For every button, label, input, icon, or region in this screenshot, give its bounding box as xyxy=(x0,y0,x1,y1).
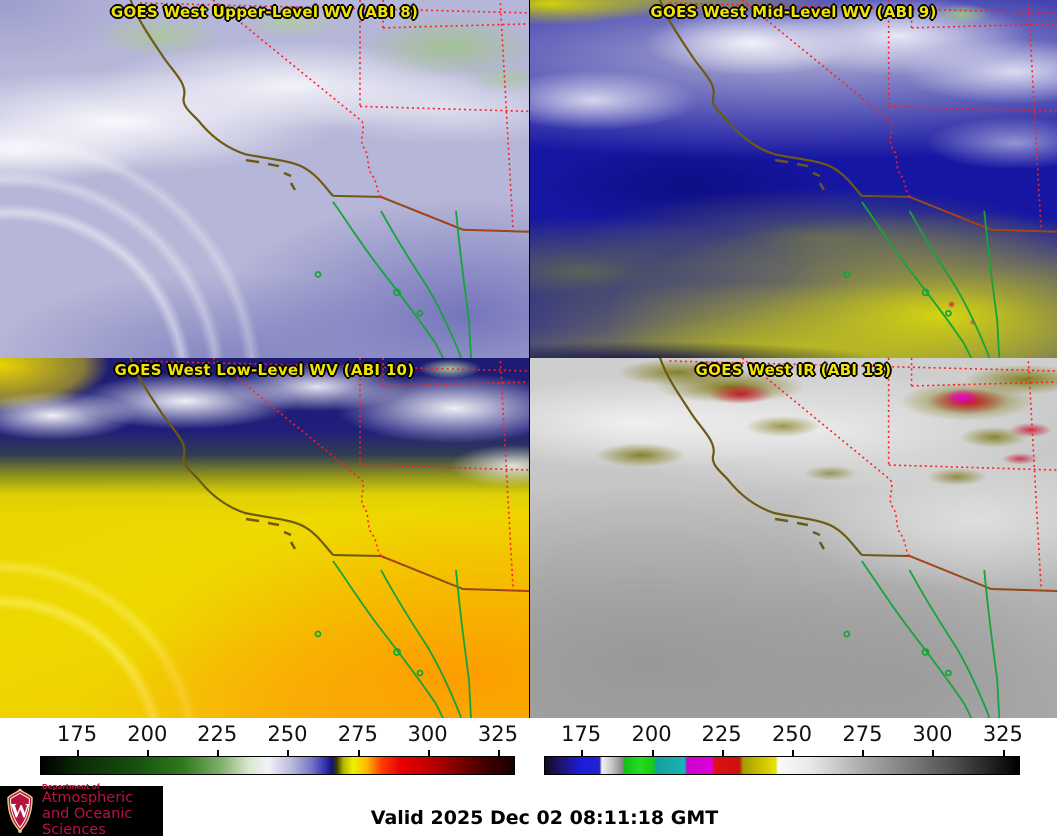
channel-islands xyxy=(774,158,825,191)
state-borders xyxy=(669,358,1057,592)
state-borders xyxy=(139,358,529,592)
logo-atmospheric: Atmospheric xyxy=(42,790,134,807)
tick-label: 175 xyxy=(57,722,98,746)
state-borders-coastline-map xyxy=(129,358,529,718)
tick-label: 275 xyxy=(842,722,883,746)
logo-department-of: Department of xyxy=(42,782,100,791)
logo-text: Department of Atmospheric and Oceanic Sc… xyxy=(42,782,163,836)
footer: W Department of Atmospheric and Oceanic … xyxy=(0,782,1057,836)
panel-mid-level-wv: GOES West Mid-Level WV (ABI 9) xyxy=(529,0,1057,358)
map-overlay xyxy=(530,0,1057,358)
wv-colorbar-ticks xyxy=(40,750,515,756)
panel-title-abi8: GOES West Upper-Level WV (ABI 8) xyxy=(110,3,419,21)
tick-label: 225 xyxy=(701,722,742,746)
state-borders xyxy=(139,0,529,233)
tick-label: 200 xyxy=(631,722,672,746)
panel-ir: GOES West IR (ABI 13) xyxy=(529,358,1057,718)
ir-colorbar-labels: 175 200 225 250 275 300 325 xyxy=(544,722,1023,750)
logo-oceanic-sciences: and Oceanic Sciences xyxy=(42,805,133,836)
uw-monogram: W xyxy=(10,800,30,822)
baja-outline xyxy=(843,560,1001,718)
coastline-california xyxy=(659,358,863,556)
valid-timestamp: Valid 2025 Dec 02 08:11:18 GMT xyxy=(370,807,719,829)
uw-crest-icon: W xyxy=(7,788,33,833)
wv-colorbar-labels: 175 200 225 250 275 300 325 xyxy=(40,722,518,750)
coastline-california xyxy=(659,0,863,197)
state-borders-coastline-map xyxy=(659,0,1057,358)
baja-outline xyxy=(843,201,1001,358)
tick-label: 175 xyxy=(561,722,602,746)
tick-label: 250 xyxy=(267,722,308,746)
coastline-california xyxy=(129,358,334,556)
ir-colorbar: 175 200 225 250 275 300 325 xyxy=(544,722,1023,782)
map-overlay xyxy=(0,358,529,718)
tick-label: 300 xyxy=(912,722,953,746)
ir-colorbar-ticks xyxy=(544,750,1020,756)
us-mexico-border xyxy=(861,194,1057,233)
us-mexico-border xyxy=(861,554,1057,592)
channel-islands xyxy=(245,158,297,191)
tick-label: 325 xyxy=(982,722,1023,746)
baja-outline xyxy=(314,560,472,718)
map-overlay xyxy=(0,0,529,358)
panel-grid: GOES West Upper-Level WV (ABI 8) xyxy=(0,0,1057,718)
colorbar-strip: 175 200 225 250 275 300 325 175 200 225 … xyxy=(0,718,1057,786)
state-borders-coastline-map xyxy=(659,358,1057,718)
tick-label: 275 xyxy=(337,722,378,746)
panel-title-abi13: GOES West IR (ABI 13) xyxy=(695,361,892,379)
coastline-california xyxy=(129,0,334,197)
tick-label: 250 xyxy=(771,722,813,746)
state-borders-coastline-map xyxy=(129,0,529,358)
us-mexico-border xyxy=(332,194,529,233)
panel-title-abi10: GOES West Low-Level WV (ABI 10) xyxy=(114,361,415,379)
uw-aos-logo: W Department of Atmospheric and Oceanic … xyxy=(0,782,163,836)
tick-label: 225 xyxy=(197,722,238,746)
us-mexico-border xyxy=(332,554,529,592)
panel-low-level-wv: GOES West Low-Level WV (ABI 10) xyxy=(0,358,529,718)
state-borders xyxy=(669,0,1057,233)
ir-colorbar-gradient xyxy=(544,756,1020,775)
panel-upper-level-wv: GOES West Upper-Level WV (ABI 8) xyxy=(0,0,529,358)
map-overlay xyxy=(530,358,1057,718)
baja-outline xyxy=(314,201,472,358)
wv-colorbar: 175 200 225 250 275 300 325 xyxy=(40,722,518,782)
wv-colorbar-gradient xyxy=(40,756,515,775)
channel-islands xyxy=(774,517,825,550)
tick-label: 325 xyxy=(477,722,518,746)
tick-label: 300 xyxy=(407,722,448,746)
tick-label: 200 xyxy=(127,722,168,746)
channel-islands xyxy=(245,517,297,550)
panel-title-abi9: GOES West Mid-Level WV (ABI 9) xyxy=(650,3,937,21)
